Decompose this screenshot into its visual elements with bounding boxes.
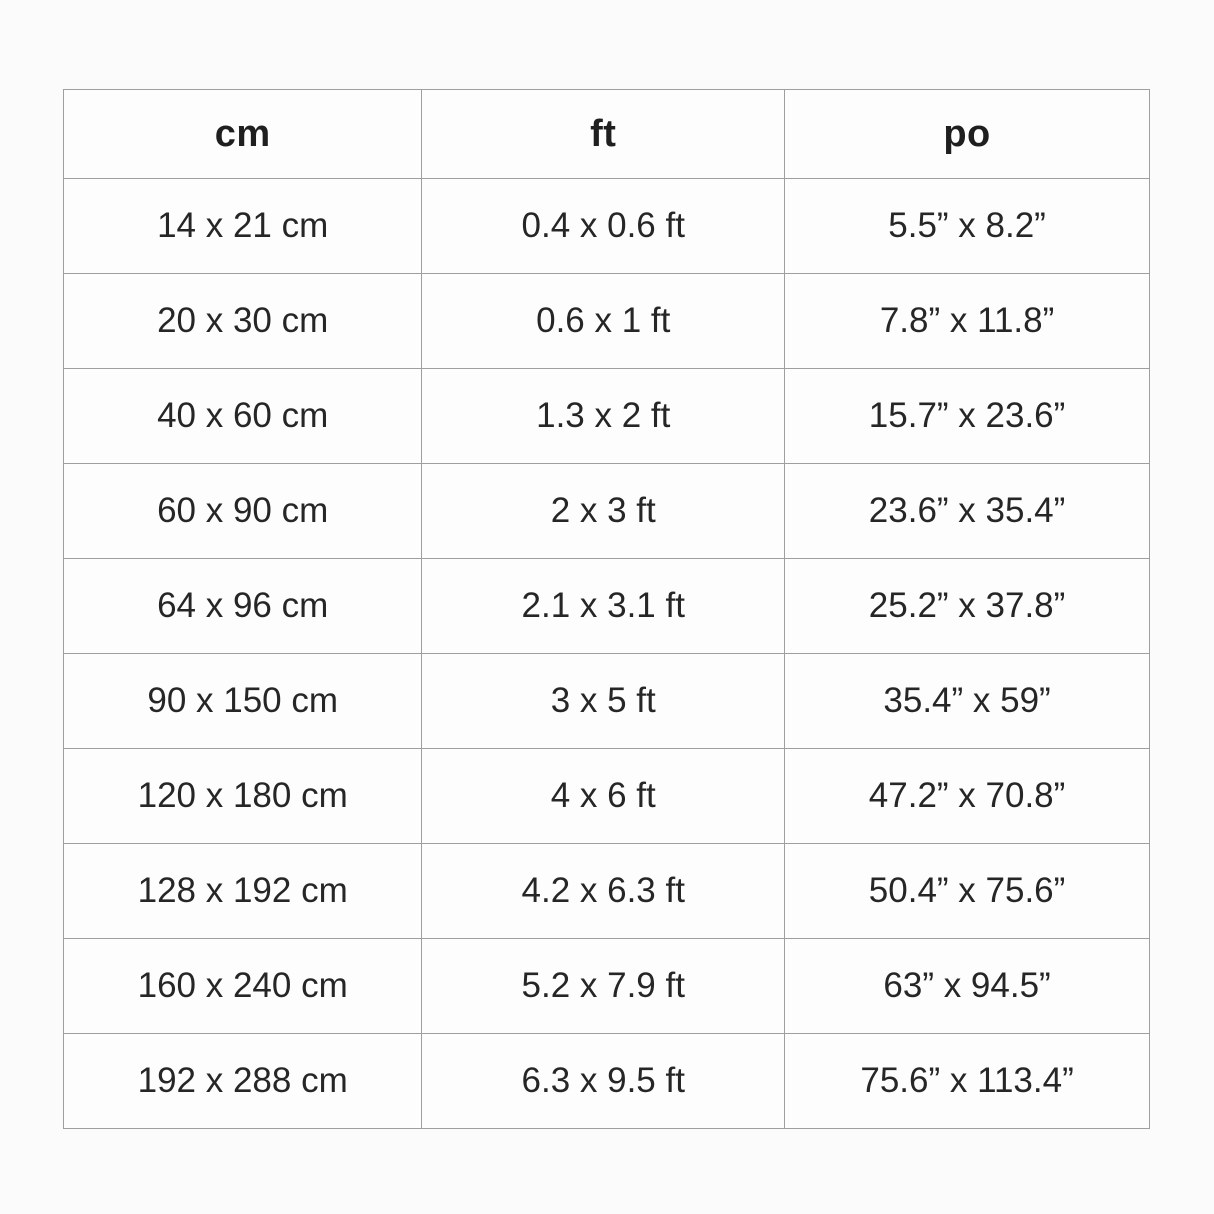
table-row: 192 x 288 cm 6.3 x 9.5 ft 75.6” x 113.4” [62, 1033, 1150, 1129]
table-cell: 2 x 3 ft [421, 463, 786, 559]
table-header-row: cm ft po [62, 89, 1150, 179]
table-cell: 1.3 x 2 ft [421, 368, 786, 464]
table-row: 20 x 30 cm 0.6 x 1 ft 7.8” x 11.8” [62, 273, 1150, 369]
table-cell: 20 x 30 cm [62, 273, 423, 369]
table-cell: 4.2 x 6.3 ft [421, 843, 786, 939]
table-cell: 47.2” x 70.8” [784, 748, 1150, 844]
table-row: 60 x 90 cm 2 x 3 ft 23.6” x 35.4” [62, 463, 1150, 559]
table-cell: 120 x 180 cm [62, 748, 423, 844]
table-cell: 5.2 x 7.9 ft [421, 938, 786, 1034]
table-cell: 2.1 x 3.1 ft [421, 558, 786, 654]
table-cell: 40 x 60 cm [62, 368, 423, 464]
table-row: 40 x 60 cm 1.3 x 2 ft 15.7” x 23.6” [62, 368, 1150, 464]
table-cell: 192 x 288 cm [62, 1033, 423, 1129]
table-cell: 6.3 x 9.5 ft [421, 1033, 786, 1129]
column-header-cm: cm [62, 89, 423, 179]
table-row: 64 x 96 cm 2.1 x 3.1 ft 25.2” x 37.8” [62, 558, 1150, 654]
table-cell: 63” x 94.5” [784, 938, 1150, 1034]
table-cell: 64 x 96 cm [62, 558, 423, 654]
table-cell: 75.6” x 113.4” [784, 1033, 1150, 1129]
table-row: 14 x 21 cm 0.4 x 0.6 ft 5.5” x 8.2” [62, 178, 1150, 274]
table-cell: 4 x 6 ft [421, 748, 786, 844]
table-cell: 7.8” x 11.8” [784, 273, 1150, 369]
table-cell: 15.7” x 23.6” [784, 368, 1150, 464]
table-cell: 0.4 x 0.6 ft [421, 178, 786, 274]
table-cell: 3 x 5 ft [421, 653, 786, 749]
column-header-ft: ft [421, 89, 786, 179]
table-cell: 50.4” x 75.6” [784, 843, 1150, 939]
table-cell: 160 x 240 cm [62, 938, 423, 1034]
column-header-po: po [784, 89, 1150, 179]
table-row: 128 x 192 cm 4.2 x 6.3 ft 50.4” x 75.6” [62, 843, 1150, 939]
size-conversion-table: cm ft po 14 x 21 cm 0.4 x 0.6 ft 5.5” x 8.… [62, 89, 1150, 1129]
table-cell: 23.6” x 35.4” [784, 463, 1150, 559]
table-cell: 60 x 90 cm [62, 463, 423, 559]
table-row: 90 x 150 cm 3 x 5 ft 35.4” x 59” [62, 653, 1150, 749]
table-cell: 25.2” x 37.8” [784, 558, 1150, 654]
table-cell: 14 x 21 cm [62, 178, 423, 274]
table-cell: 90 x 150 cm [62, 653, 423, 749]
table-row: 160 x 240 cm 5.2 x 7.9 ft 63” x 94.5” [62, 938, 1150, 1034]
table-cell: 35.4” x 59” [784, 653, 1150, 749]
table-row: 120 x 180 cm 4 x 6 ft 47.2” x 70.8” [62, 748, 1150, 844]
table-cell: 5.5” x 8.2” [784, 178, 1150, 274]
table-cell: 0.6 x 1 ft [421, 273, 786, 369]
table-cell: 128 x 192 cm [62, 843, 423, 939]
